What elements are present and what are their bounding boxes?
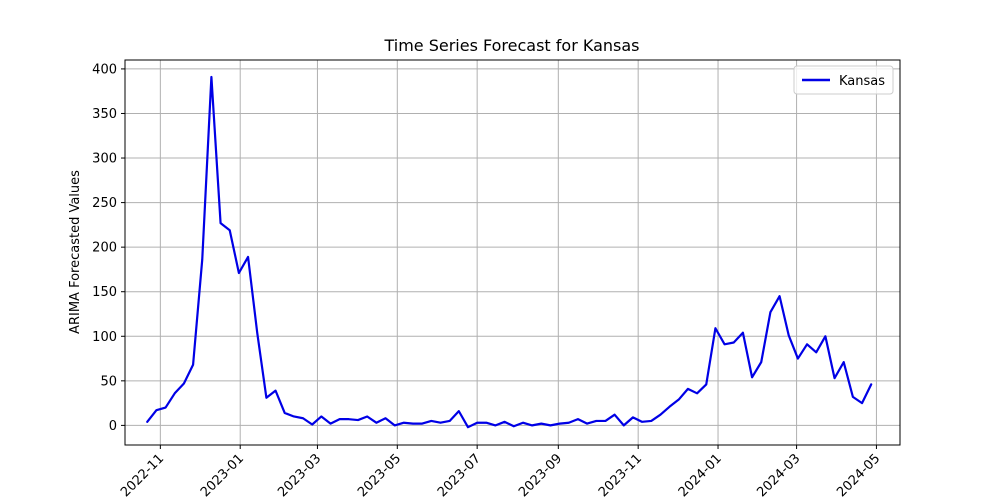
series-layer [146, 75, 873, 429]
y-tick-label: 50 [100, 374, 117, 389]
grid-layer [125, 60, 900, 445]
y-axis-label: ARIMA Forecasted Values [68, 170, 83, 334]
y-tick-label: 400 [92, 62, 117, 77]
chart-title: Time Series Forecast for Kansas [383, 36, 639, 55]
axes-frame [124, 59, 901, 446]
y-tick-label: 100 [92, 330, 117, 345]
y-tick-label: 0 [109, 419, 117, 434]
legend-box [793, 65, 894, 95]
series-line-kansas [146, 75, 873, 429]
y-tick-label: 150 [92, 285, 117, 300]
y-tick-label: 250 [92, 196, 117, 211]
y-tick-label: 300 [92, 152, 117, 167]
legend: Kansas [793, 65, 894, 95]
y-tick-label: 350 [92, 107, 117, 122]
y-tick-label: 200 [92, 241, 117, 256]
legend-label-kansas: Kansas [839, 74, 885, 89]
